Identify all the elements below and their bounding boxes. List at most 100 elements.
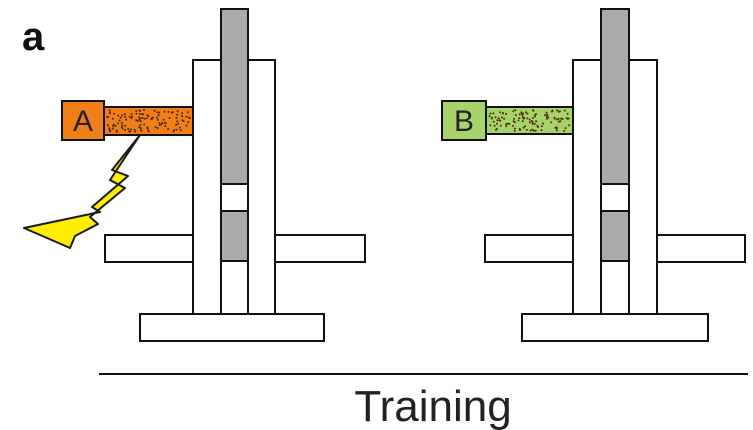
stipple-dot	[505, 112, 508, 115]
stipple-dot	[130, 117, 133, 120]
stipple-dot	[545, 111, 548, 114]
stipple-dot	[175, 123, 178, 126]
stipple-dot	[563, 129, 565, 132]
stipple-dot	[489, 124, 492, 127]
stipple-dot	[181, 119, 184, 122]
stipple-dot	[123, 113, 126, 116]
stipple-dot	[141, 117, 144, 119]
stipple-dot	[536, 124, 539, 127]
stipple-dot	[506, 122, 509, 125]
stipple-dot	[156, 111, 159, 114]
stipple-dot	[158, 124, 161, 127]
stipple-dot	[178, 126, 181, 129]
stipple-dot	[108, 127, 111, 130]
stipple-dot	[138, 109, 141, 112]
stipple-dot	[561, 118, 564, 120]
stipple-dot	[520, 111, 523, 114]
stipple-dot	[521, 112, 524, 115]
stipple-dot	[131, 115, 133, 118]
stipple-dot	[566, 112, 569, 115]
stipple-dot	[542, 122, 544, 125]
stipple-dot	[492, 112, 495, 115]
stipple-dot	[156, 116, 158, 119]
stipple-dot	[522, 126, 525, 129]
stipple-dot	[546, 117, 548, 120]
left-cylinder-wall-right	[247, 59, 276, 315]
stipple-dot	[534, 115, 536, 118]
stipple-dot	[108, 109, 111, 112]
stipple-dot	[187, 121, 190, 124]
left-synapse-unit: A	[23, 8, 366, 342]
stipple-dot	[496, 122, 498, 125]
left-piston-upper	[220, 8, 249, 185]
stipple-dot	[565, 117, 568, 120]
stipple-dot	[156, 118, 159, 121]
stipple-dot	[121, 124, 124, 127]
stipple-dot	[146, 127, 149, 130]
caption-training: Training	[354, 382, 511, 430]
stipple-dot	[124, 124, 127, 127]
stipple-dot	[142, 109, 145, 111]
left-base-plate	[139, 313, 325, 342]
stipple-dot	[114, 124, 117, 127]
stipple-dot	[492, 120, 495, 123]
stipple-dot	[550, 121, 553, 124]
right-piston-upper	[600, 8, 630, 185]
stipple-dot	[153, 109, 156, 112]
stipple-dot	[185, 115, 188, 118]
stipple-dot	[112, 125, 115, 128]
stipple-dot	[109, 112, 111, 115]
stipple-dot	[521, 120, 524, 123]
stipple-dot	[555, 118, 558, 121]
stipple-dot	[512, 124, 514, 127]
stipple-dot	[139, 117, 142, 120]
stipple-dot	[505, 125, 508, 128]
stipple-dot	[111, 117, 114, 120]
stipple-dot	[533, 122, 536, 125]
stipple-dot	[157, 114, 160, 117]
stipple-dot	[156, 127, 159, 129]
left-cylinder-wall-left	[192, 59, 222, 315]
stipple-dot	[514, 109, 517, 112]
stipple-dot	[568, 124, 571, 127]
stipple-dot	[142, 113, 145, 116]
stipple-dot	[513, 117, 515, 120]
stipple-dot	[161, 122, 164, 124]
stipple-dot	[514, 114, 517, 117]
stipple-dot	[108, 130, 111, 133]
stipple-dot	[127, 127, 130, 130]
stipple-dot	[559, 120, 562, 123]
stipple-dot	[540, 129, 543, 132]
stipple-dot	[513, 129, 516, 132]
stipple-dot	[124, 128, 126, 131]
stipple-dot	[113, 123, 115, 126]
stipple-dot	[113, 112, 116, 115]
stipple-dot	[531, 128, 534, 131]
stipple-dot	[120, 121, 123, 124]
stipple-dot	[150, 118, 153, 121]
stipple-dot	[135, 110, 138, 113]
stipple-dot	[495, 127, 498, 130]
stipple-dot	[531, 122, 534, 125]
stipple-dot	[544, 114, 546, 117]
stipple-dot	[135, 112, 138, 115]
right-base-plate	[521, 313, 709, 342]
stipple-dot	[514, 127, 516, 130]
stipple-dot	[550, 110, 553, 113]
stipple-dot	[501, 112, 504, 115]
stipple-dot	[529, 129, 532, 132]
stipple-dot	[532, 109, 534, 112]
stipple-dot	[534, 129, 537, 132]
stipple-dot	[138, 113, 141, 115]
stipple-dot	[175, 117, 178, 119]
stipple-dot	[145, 117, 148, 120]
stipple-dot	[531, 116, 534, 119]
stipple-dot	[490, 117, 493, 120]
stipple-dot	[134, 130, 137, 133]
stipple-dot	[558, 110, 561, 113]
stipple-dot	[167, 128, 170, 130]
stipple-dot	[547, 116, 550, 119]
stipple-dot	[535, 113, 538, 116]
stipple-dot	[119, 116, 122, 119]
stipple-dot	[499, 111, 502, 114]
